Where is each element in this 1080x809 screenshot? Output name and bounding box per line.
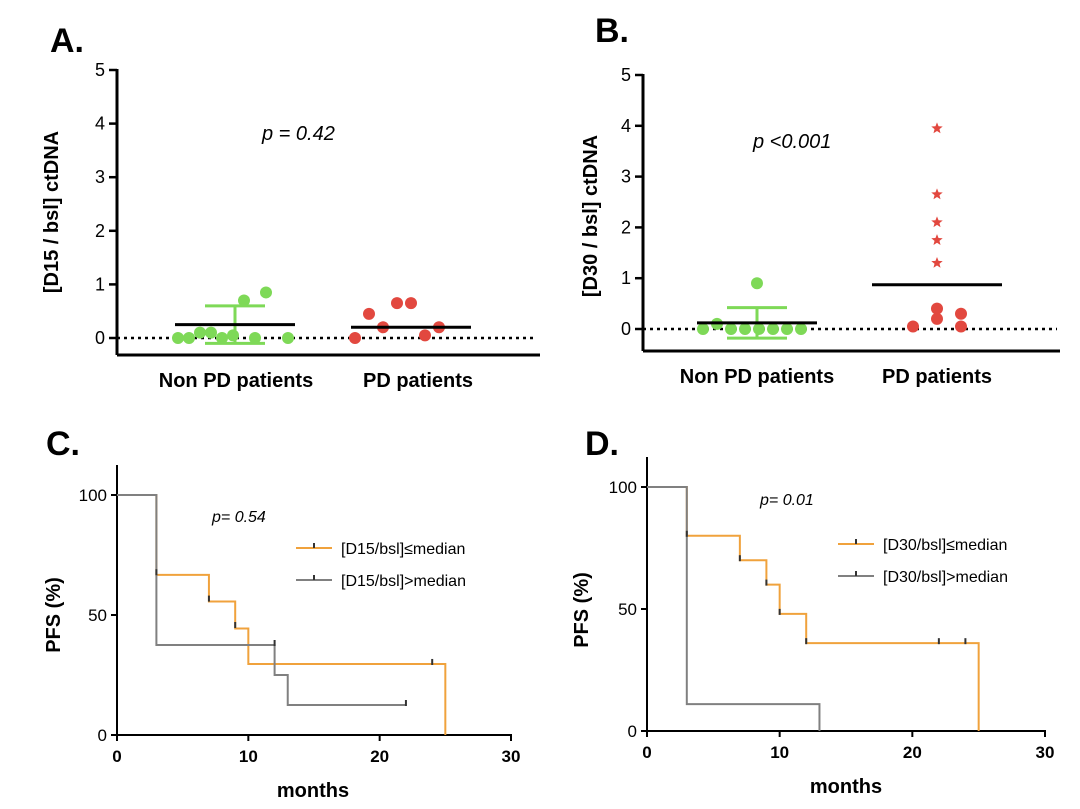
legend-label: [D15/bsl]>median xyxy=(341,573,466,590)
data-point xyxy=(931,302,943,315)
data-point xyxy=(907,320,919,333)
y-axis-label: PFS (%) xyxy=(43,577,65,653)
data-point xyxy=(194,326,206,339)
data-point xyxy=(725,323,737,335)
y-tick-label: 0 xyxy=(621,319,631,339)
y-axis-label: [D15 / bsl] ctDNA xyxy=(41,131,63,293)
survival-curve xyxy=(117,494,447,735)
data-point xyxy=(405,297,417,310)
data-point xyxy=(349,332,361,344)
y-tick-label: 1 xyxy=(621,268,631,288)
data-point xyxy=(205,326,217,339)
data-point xyxy=(795,323,807,335)
x-tick-label: 20 xyxy=(370,747,389,766)
data-point xyxy=(955,307,967,320)
data-point xyxy=(751,277,763,290)
category-label: Non PD patients xyxy=(680,366,834,388)
p-value-annotation: p= 0.01 xyxy=(759,492,814,509)
x-tick-label: 10 xyxy=(770,743,789,762)
x-axis-label: months xyxy=(810,776,882,798)
data-point xyxy=(753,323,765,335)
data-point xyxy=(227,329,239,342)
data-point xyxy=(931,312,943,325)
data-point xyxy=(955,320,967,333)
y-tick-label: 3 xyxy=(95,167,105,187)
y-tick-label: 3 xyxy=(621,167,631,187)
panel-d: D. PFS (%) months 0 10 20 30 0 50 100 p= 0.01 [D30/… xyxy=(571,425,1054,798)
panel-b: B. [D30 / bsl] ctDNA 0 1 2 3 4 5 Non PD patients… xyxy=(580,12,1060,388)
star-point xyxy=(931,188,943,200)
category-label: PD patients xyxy=(363,370,473,392)
legend-label: [D30/bsl]>median xyxy=(883,569,1008,586)
p-value-annotation: p <0.001 xyxy=(752,131,831,153)
survival-curve xyxy=(647,486,821,731)
star-point xyxy=(931,216,943,228)
x-tick-label: 30 xyxy=(502,747,521,766)
data-point xyxy=(697,323,709,335)
category-label: PD patients xyxy=(882,366,992,388)
data-point xyxy=(282,332,294,344)
x-tick-label: 0 xyxy=(112,747,121,766)
data-point xyxy=(183,332,195,344)
star-point xyxy=(931,122,943,134)
legend-label: [D30/bsl]≤median xyxy=(883,537,1007,554)
panel-letter: C. xyxy=(46,425,80,463)
panel-c: C. PFS (%) months 0 10 20 30 0 50 100 p= 0.54 [D15/… xyxy=(43,425,520,802)
survival-curve xyxy=(117,494,406,706)
data-point xyxy=(216,332,228,344)
y-tick-label: 2 xyxy=(95,221,105,241)
legend-label: [D15/bsl]≤median xyxy=(341,541,465,558)
y-tick-label: 50 xyxy=(618,600,637,619)
category-label: Non PD patients xyxy=(159,370,313,392)
data-point xyxy=(767,323,779,335)
x-axis-label: months xyxy=(277,780,349,802)
y-axis-label: [D30 / bsl] ctDNA xyxy=(580,135,602,297)
y-tick-label: 0 xyxy=(628,722,637,741)
y-tick-label: 100 xyxy=(79,486,107,505)
y-tick-label: 5 xyxy=(95,60,105,80)
x-tick-label: 30 xyxy=(1036,743,1055,762)
data-point xyxy=(249,332,261,344)
star-point xyxy=(931,234,943,245)
data-point xyxy=(363,307,375,320)
data-point xyxy=(172,332,184,344)
panel-letter: B. xyxy=(595,12,629,50)
data-point xyxy=(419,329,431,342)
y-tick-label: 4 xyxy=(621,116,631,136)
data-point xyxy=(739,323,751,335)
x-tick-label: 10 xyxy=(239,747,258,766)
data-point xyxy=(391,297,403,310)
star-point xyxy=(931,256,943,268)
survival-curve xyxy=(647,486,980,731)
data-point xyxy=(260,286,272,299)
y-tick-label: 1 xyxy=(95,274,105,294)
panel-letter: A. xyxy=(50,22,84,60)
data-point xyxy=(781,323,793,335)
y-tick-label: 4 xyxy=(95,114,105,134)
panel-a: A. [D15 / bsl] ctDNA 0 1 2 3 4 5 Non PD patients… xyxy=(41,22,540,392)
p-value-annotation: p= 0.54 xyxy=(211,509,266,526)
y-tick-label: 2 xyxy=(621,217,631,237)
p-value-annotation: p = 0.42 xyxy=(261,123,335,145)
x-tick-label: 0 xyxy=(642,743,651,762)
y-axis-label: PFS (%) xyxy=(571,572,593,648)
data-point xyxy=(238,294,250,307)
panel-letter: D. xyxy=(585,425,619,463)
y-tick-label: 0 xyxy=(95,328,105,348)
y-tick-label: 0 xyxy=(98,726,107,745)
y-tick-label: 50 xyxy=(88,606,107,625)
y-tick-label: 5 xyxy=(621,65,631,85)
x-tick-label: 20 xyxy=(903,743,922,762)
y-tick-label: 100 xyxy=(609,478,637,497)
